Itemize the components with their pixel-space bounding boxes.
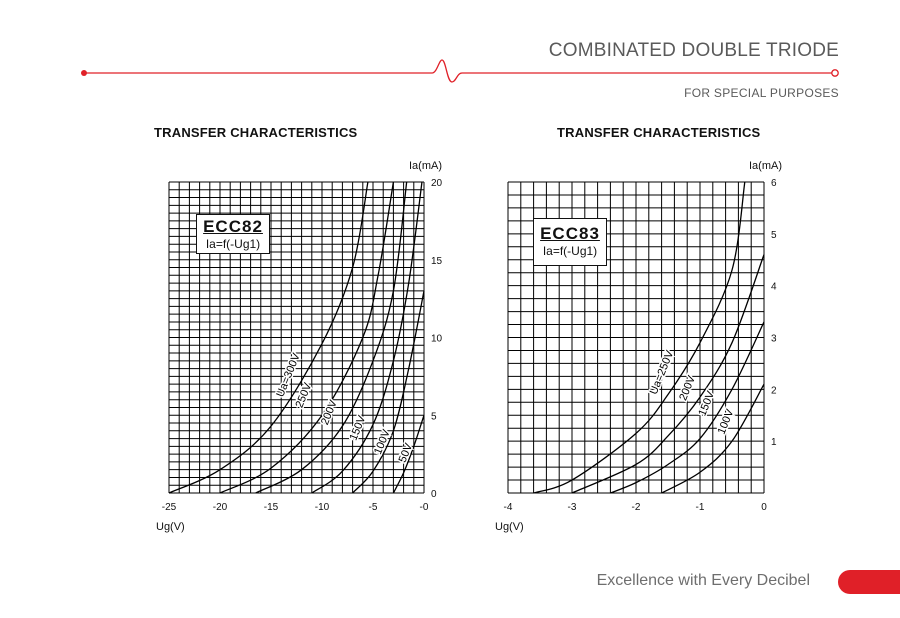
model-box-ecc82: ECC82 Ia=f(-Ug1) bbox=[196, 214, 270, 254]
y-tick-label: 5 bbox=[431, 411, 437, 422]
x-axis-label: Ug(V) bbox=[495, 521, 524, 533]
series-line bbox=[219, 181, 395, 494]
page-title: COMBINATED DOUBLE TRIODE bbox=[548, 40, 839, 61]
series-line bbox=[352, 290, 425, 494]
y-tick-label: 2 bbox=[771, 385, 777, 396]
y-tick-label: 5 bbox=[771, 230, 777, 241]
x-tick-label: -1 bbox=[696, 502, 705, 513]
series-line bbox=[533, 181, 746, 494]
y-tick-label: 10 bbox=[431, 334, 443, 345]
y-tick-label: 15 bbox=[431, 256, 443, 267]
x-tick-label: -10 bbox=[315, 502, 330, 513]
chart-title-ecc83: TRANSFER CHARACTERISTICS bbox=[557, 125, 761, 140]
x-tick-label: -5 bbox=[369, 502, 378, 513]
x-tick-label: -2 bbox=[632, 502, 641, 513]
series-line bbox=[392, 415, 425, 494]
footer-tagline: Excellence with Every Decibel bbox=[596, 572, 810, 589]
y-tick-label: 6 bbox=[771, 178, 777, 189]
model-formula: Ia=f(-Ug1) bbox=[542, 244, 598, 258]
x-tick-label: 0 bbox=[761, 502, 767, 513]
header-rule bbox=[81, 59, 839, 83]
header-rule-end-dot bbox=[831, 69, 839, 77]
x-axis-label: Ug(V) bbox=[156, 521, 185, 533]
chart-title-ecc82: TRANSFER CHARACTERISTICS bbox=[154, 125, 358, 140]
x-tick-label: -25 bbox=[162, 502, 177, 513]
model-box-ecc83: ECC83 Ia=f(-Ug1) bbox=[533, 218, 607, 266]
x-tick-label: -4 bbox=[504, 502, 513, 513]
y-axis-label: Ia(mA) bbox=[749, 160, 782, 172]
y-tick-label: 4 bbox=[771, 282, 777, 293]
model-name: ECC82 bbox=[203, 217, 263, 236]
series-line bbox=[255, 181, 408, 494]
header-rule-wave bbox=[84, 59, 832, 83]
x-tick-label: -15 bbox=[264, 502, 279, 513]
page-subtitle: FOR SPECIAL PURPOSES bbox=[684, 86, 839, 100]
y-tick-label: 0 bbox=[431, 489, 437, 500]
model-formula: Ia=f(-Ug1) bbox=[205, 237, 261, 251]
y-tick-label: 1 bbox=[771, 437, 777, 448]
x-tick-label: -0 bbox=[420, 502, 429, 513]
x-tick-label: -3 bbox=[568, 502, 577, 513]
series-line bbox=[311, 181, 423, 494]
y-tick-label: 3 bbox=[771, 334, 777, 345]
model-name: ECC83 bbox=[540, 224, 600, 243]
y-axis-label: Ia(mA) bbox=[409, 160, 442, 172]
series-line bbox=[610, 321, 765, 494]
series-line bbox=[661, 383, 765, 494]
series-label: 200V bbox=[677, 373, 698, 402]
footer-accent-pill bbox=[838, 570, 900, 594]
chart-grid bbox=[168, 181, 425, 494]
series-line bbox=[571, 254, 765, 494]
x-tick-label: -20 bbox=[213, 502, 228, 513]
y-tick-label: 20 bbox=[431, 178, 443, 189]
series-line bbox=[168, 181, 369, 494]
